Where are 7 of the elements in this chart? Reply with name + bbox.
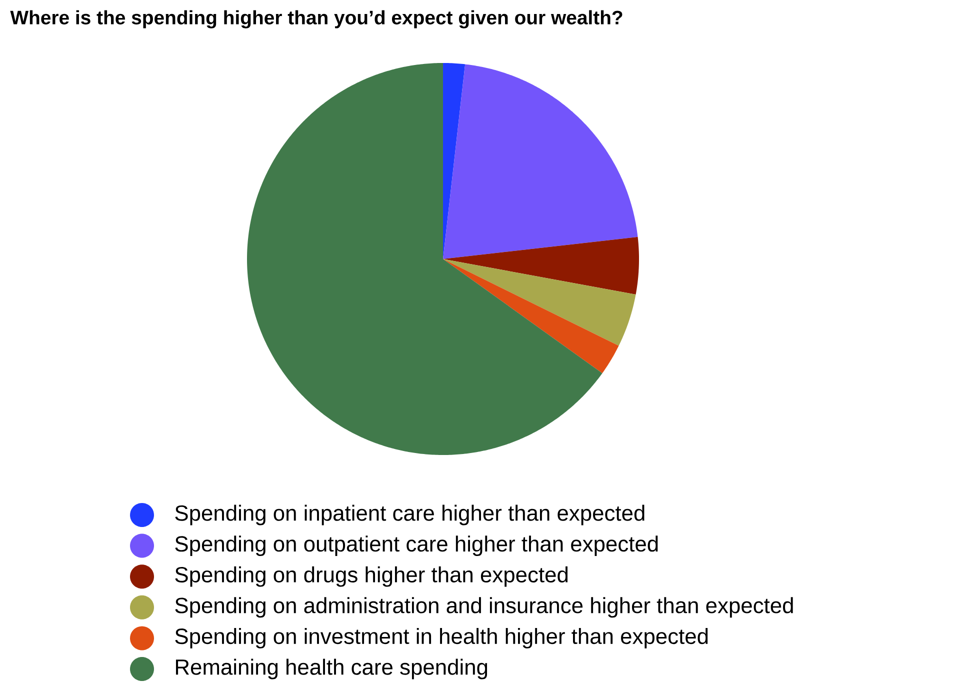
legend-label: Spending on outpatient care higher than expected	[175, 536, 658, 556]
legend-label: Spending on drugs higher than expected	[175, 566, 568, 587]
legend-label: Remaining health care spending	[176, 658, 488, 680]
legend-label: Spending on administration and insurance higher than expected	[175, 597, 793, 618]
chart-title: Where is the spending higher than you’d expect given our wealth?	[10, 10, 622, 28]
legend-label: Spending on investment in health higher than expected	[175, 628, 708, 648]
legend-label: Spending on inpatient care higher than expected	[175, 504, 644, 526]
